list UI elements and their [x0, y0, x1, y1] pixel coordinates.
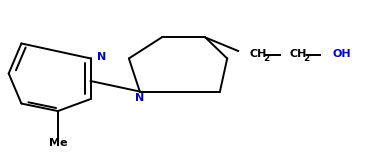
Text: CH: CH	[249, 49, 266, 59]
Text: 2: 2	[304, 54, 310, 63]
Text: N: N	[135, 93, 145, 103]
Text: Me: Me	[48, 138, 67, 148]
Text: CH: CH	[289, 49, 306, 59]
Text: 2: 2	[264, 54, 270, 63]
Text: OH: OH	[333, 49, 352, 59]
Text: N: N	[97, 52, 106, 62]
